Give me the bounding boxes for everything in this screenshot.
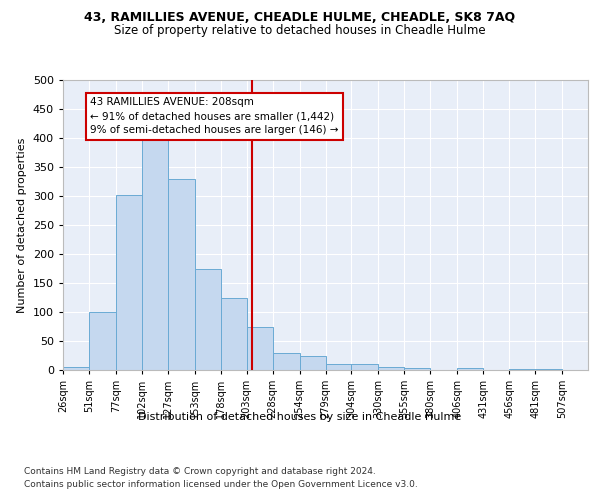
Bar [116,195,142,370]
Y-axis label: Number of detached properties: Number of detached properties [17,138,27,312]
Bar [63,367,89,370]
Text: Contains HM Land Registry data © Crown copyright and database right 2024.: Contains HM Land Registry data © Crown c… [24,468,376,476]
Bar [535,369,562,370]
Bar [247,326,272,370]
Text: Contains public sector information licensed under the Open Government Licence v3: Contains public sector information licen… [24,480,418,489]
Bar [89,312,116,370]
Bar [379,367,404,370]
Bar [299,356,325,370]
Bar [221,298,247,370]
Text: Size of property relative to detached houses in Cheadle Hulme: Size of property relative to detached ho… [114,24,486,37]
Bar [509,369,535,370]
Bar [142,130,168,370]
Bar [272,352,299,370]
Text: 43 RAMILLIES AVENUE: 208sqm
← 91% of detached houses are smaller (1,442)
9% of s: 43 RAMILLIES AVENUE: 208sqm ← 91% of det… [90,98,338,136]
Bar [404,368,430,370]
Bar [457,368,483,370]
Bar [325,364,352,370]
Bar [352,364,379,370]
Bar [195,268,221,370]
Bar [168,178,195,370]
Text: 43, RAMILLIES AVENUE, CHEADLE HULME, CHEADLE, SK8 7AQ: 43, RAMILLIES AVENUE, CHEADLE HULME, CHE… [85,11,515,24]
Text: Distribution of detached houses by size in Cheadle Hulme: Distribution of detached houses by size … [139,412,461,422]
